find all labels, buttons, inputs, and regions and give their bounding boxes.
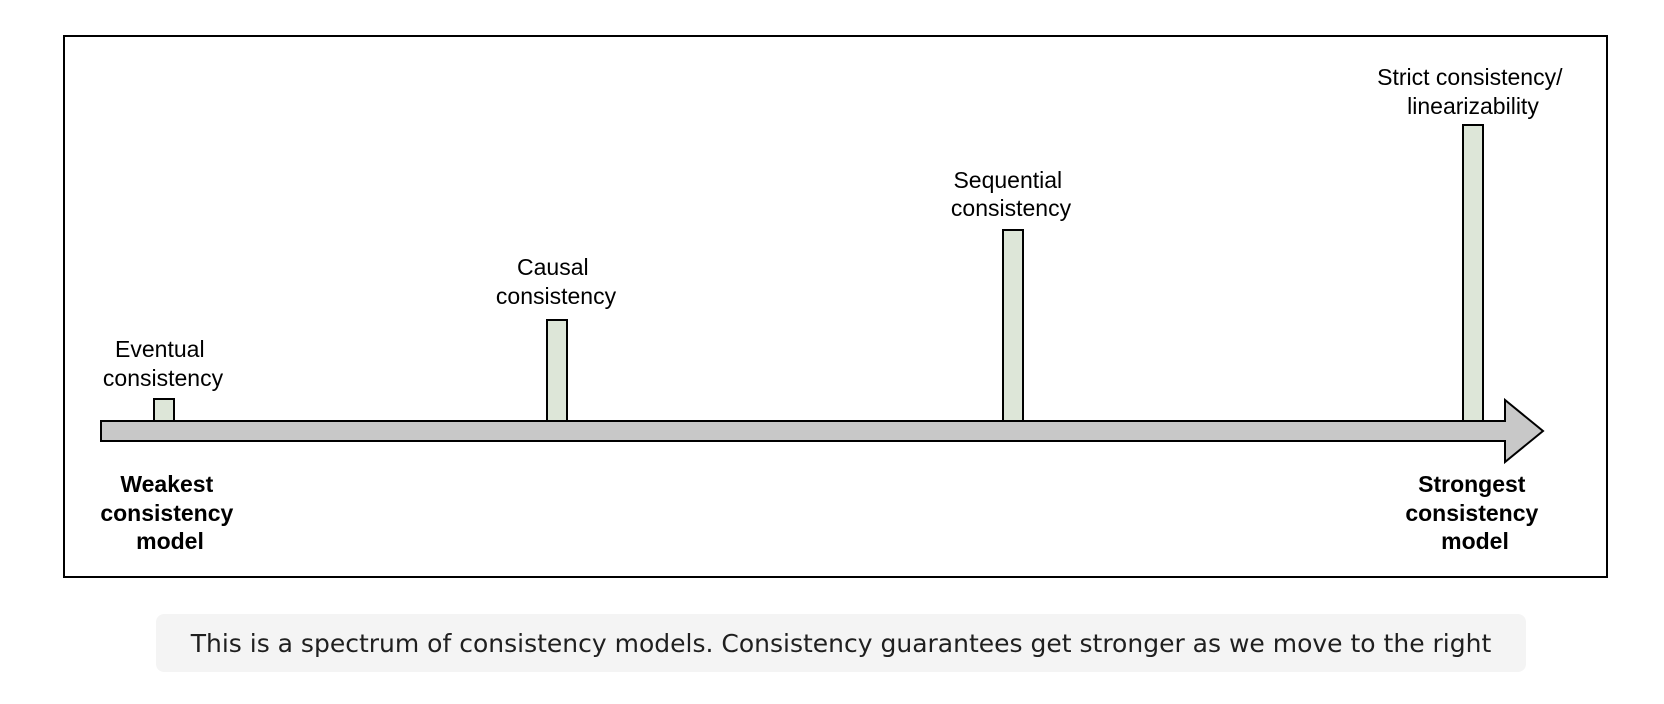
consistency-spectrum-diagram: Eventual consistency Causal consistency … (63, 35, 1608, 578)
strength-arrow (100, 397, 1545, 465)
bar-sequential (1002, 229, 1024, 422)
label-strict-line2: linearizability (1407, 93, 1539, 119)
label-eventual-line2: consistency (103, 365, 224, 391)
label-weakest: Weakest consistency model (100, 471, 239, 554)
label-strongest-line3: model (1441, 528, 1509, 554)
label-eventual-line1: Eventual (115, 336, 205, 362)
label-strict: Strict consistency/ linearizability (1377, 64, 1569, 119)
label-sequential-line2: consistency (951, 195, 1072, 221)
label-eventual: Eventual consistency (103, 336, 224, 391)
label-sequential-line1: Sequential (953, 167, 1062, 193)
label-strongest: Strongest consistency model (1405, 471, 1544, 554)
label-sequential: Sequential consistency (951, 167, 1072, 221)
figure-caption: This is a spectrum of consistency models… (156, 614, 1526, 672)
bar-causal (546, 319, 568, 422)
label-causal-line2: consistency (496, 283, 617, 309)
label-weakest-line3: model (136, 528, 204, 554)
bar-strict (1462, 124, 1484, 422)
label-strongest-line2: consistency (1405, 500, 1538, 526)
label-strongest-line1: Strongest (1418, 471, 1526, 497)
label-weakest-line2: consistency (100, 500, 233, 526)
label-causal: Causal consistency (496, 254, 617, 309)
diagram-frame (63, 35, 1608, 578)
label-weakest-line1: Weakest (120, 471, 213, 497)
label-causal-line1: Causal (517, 254, 589, 280)
bar-eventual (153, 398, 175, 422)
label-strict-line1: Strict consistency/ (1377, 64, 1563, 90)
